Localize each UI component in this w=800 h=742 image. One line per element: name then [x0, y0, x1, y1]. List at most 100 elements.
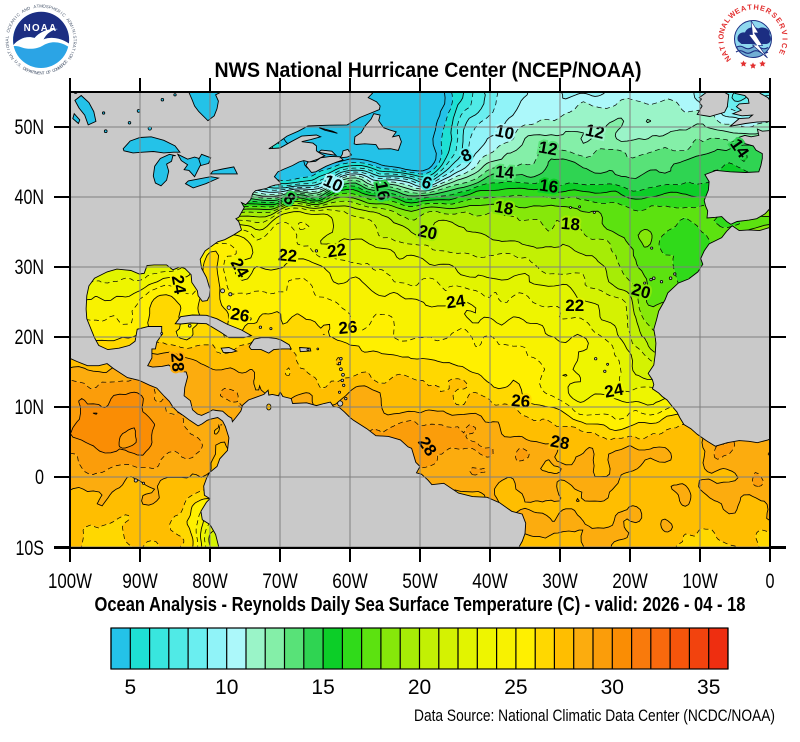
- svg-text:0: 0: [35, 465, 44, 489]
- svg-text:10N: 10N: [15, 395, 45, 419]
- svg-text:L: L: [722, 15, 732, 24]
- svg-text:A: A: [4, 39, 9, 42]
- svg-text:S: S: [45, 4, 49, 9]
- svg-text:N: N: [67, 55, 73, 60]
- svg-text:24: 24: [168, 274, 190, 296]
- svg-text:A: A: [65, 17, 71, 22]
- svg-text:E: E: [24, 67, 29, 73]
- svg-text:A: A: [33, 4, 37, 9]
- svg-text:20: 20: [408, 676, 431, 699]
- svg-text:24: 24: [445, 291, 467, 313]
- svg-text:I: I: [70, 26, 75, 29]
- svg-text:30N: 30N: [15, 255, 45, 279]
- svg-text:P: P: [26, 68, 31, 74]
- svg-text:40N: 40N: [15, 185, 45, 209]
- svg-text:A: A: [72, 45, 77, 49]
- svg-text:26: 26: [338, 317, 359, 338]
- svg-text:N: N: [717, 27, 727, 34]
- svg-text:22: 22: [565, 296, 584, 315]
- svg-text:R: R: [30, 69, 34, 75]
- svg-text:O: O: [5, 28, 11, 33]
- svg-text:16: 16: [371, 180, 393, 202]
- svg-text:16: 16: [538, 176, 559, 197]
- svg-text:25: 25: [504, 676, 527, 699]
- svg-text:.: .: [19, 64, 23, 69]
- svg-text:E: E: [777, 48, 787, 56]
- svg-text:10S: 10S: [16, 536, 45, 560]
- svg-text:I: I: [717, 41, 726, 44]
- svg-text:5: 5: [124, 676, 136, 699]
- svg-text:M: M: [57, 64, 63, 70]
- svg-text:R: R: [56, 8, 61, 14]
- svg-text:E: E: [54, 7, 59, 13]
- svg-text:50N: 50N: [15, 115, 45, 139]
- svg-text:100W: 100W: [48, 569, 93, 593]
- svg-text:26: 26: [511, 391, 532, 412]
- svg-text:V: V: [779, 29, 789, 36]
- svg-text:80W: 80W: [192, 569, 228, 593]
- svg-text:T: T: [71, 47, 77, 51]
- svg-text:O: O: [42, 3, 46, 8]
- svg-text:D: D: [26, 5, 31, 11]
- svg-text:A: A: [739, 3, 747, 13]
- svg-text:I: I: [14, 15, 19, 19]
- svg-text:12: 12: [584, 120, 606, 143]
- svg-text:10: 10: [215, 676, 238, 699]
- svg-text:90W: 90W: [122, 569, 158, 593]
- svg-text:A: A: [719, 49, 730, 58]
- svg-text:A: A: [719, 20, 730, 29]
- svg-text:40W: 40W: [472, 569, 508, 593]
- svg-text:T: T: [33, 70, 37, 75]
- svg-text:M: M: [68, 22, 74, 28]
- svg-text:O: O: [716, 33, 725, 40]
- svg-text:I: I: [60, 11, 64, 16]
- svg-text:18: 18: [560, 214, 581, 235]
- svg-text:C: C: [779, 42, 789, 50]
- svg-text:35: 35: [697, 676, 720, 699]
- svg-text:E: E: [59, 63, 64, 69]
- svg-text:T: T: [72, 39, 77, 42]
- svg-text:F: F: [48, 69, 52, 75]
- svg-text:T: T: [36, 3, 39, 8]
- svg-text:I: I: [72, 33, 77, 35]
- svg-text:P: P: [48, 4, 52, 10]
- svg-text:C: C: [61, 12, 67, 18]
- svg-text:W: W: [726, 9, 737, 20]
- svg-text:26: 26: [229, 304, 251, 326]
- svg-text:T: T: [6, 50, 12, 55]
- svg-text:M: M: [35, 70, 40, 75]
- svg-text:U: U: [13, 59, 19, 65]
- svg-text:22: 22: [326, 240, 347, 261]
- svg-text:L: L: [5, 35, 10, 38]
- svg-text:20N: 20N: [15, 325, 45, 349]
- svg-text:R: R: [60, 62, 66, 68]
- svg-text:A: A: [28, 68, 32, 74]
- svg-text:T: T: [42, 70, 45, 75]
- svg-text:O: O: [5, 44, 11, 49]
- svg-text:A: A: [9, 19, 15, 24]
- svg-text:12: 12: [537, 137, 559, 159]
- svg-text:N: N: [23, 7, 28, 13]
- svg-text:24: 24: [603, 380, 625, 402]
- svg-text:22: 22: [277, 245, 298, 266]
- svg-text:Ocean Analysis - Reynolds Dail: Ocean Analysis - Reynolds Daily Sea Surf…: [95, 594, 746, 616]
- svg-text:14: 14: [494, 162, 515, 183]
- svg-text:T: T: [717, 44, 727, 51]
- svg-text:Data Source: National Climatic: Data Source: National Climatic Data Cent…: [414, 706, 775, 725]
- svg-text:D: D: [67, 19, 73, 24]
- svg-text:E: E: [8, 22, 14, 27]
- svg-text:I: I: [6, 48, 11, 51]
- svg-text:S: S: [72, 35, 77, 38]
- svg-text:O: O: [45, 69, 50, 75]
- svg-text:R: R: [777, 22, 788, 31]
- svg-text:C: C: [6, 25, 12, 30]
- svg-text:A: A: [21, 8, 26, 14]
- svg-text:M: M: [39, 4, 43, 9]
- svg-text:50W: 50W: [402, 569, 438, 593]
- svg-text:C: C: [15, 12, 21, 18]
- svg-text:N: N: [71, 29, 77, 33]
- svg-text:10W: 10W: [682, 569, 718, 593]
- svg-text:30W: 30W: [542, 569, 578, 593]
- svg-text:I: I: [781, 38, 790, 40]
- svg-text:N: N: [9, 55, 15, 60]
